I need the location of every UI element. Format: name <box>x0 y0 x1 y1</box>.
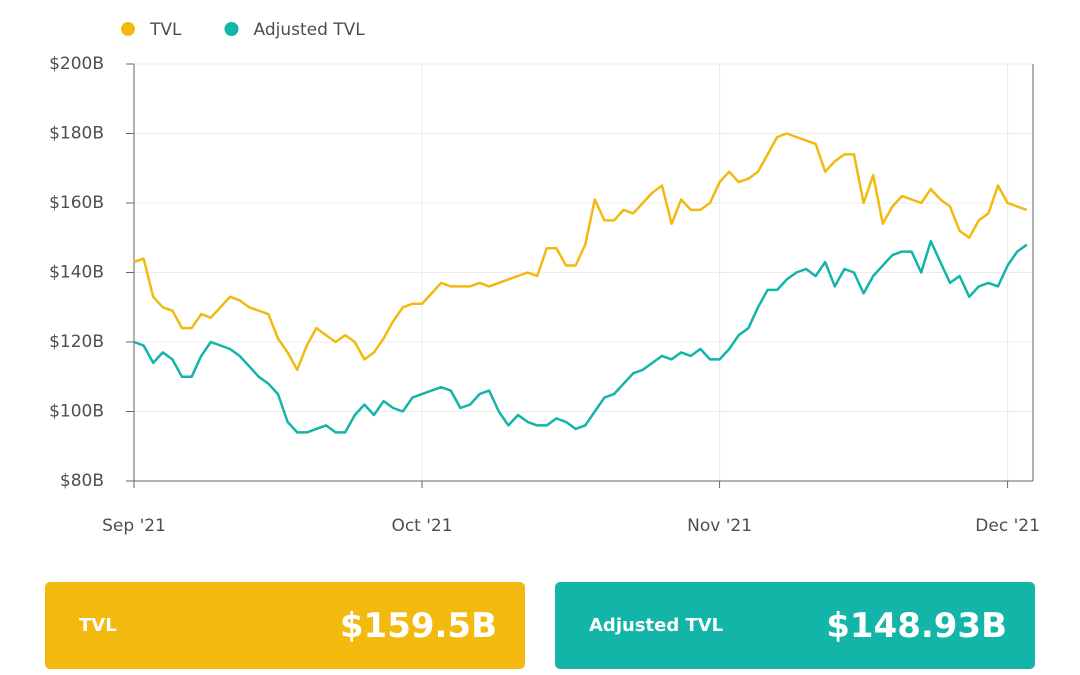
y-tick-label: $120B <box>49 332 104 352</box>
y-tick-label: $140B <box>49 263 104 283</box>
series-line <box>133 132 1028 372</box>
legend-label: TVL <box>149 20 182 40</box>
y-tick-label: $100B <box>49 402 104 422</box>
legend-marker <box>121 22 135 36</box>
x-tick-label: Oct '21 <box>391 516 452 536</box>
y-tick-label: $180B <box>49 124 104 144</box>
card-value: $148.93B <box>826 605 1007 646</box>
x-tick-label: Sep '21 <box>102 516 166 536</box>
series-line <box>133 239 1028 434</box>
adjusted-tvl-card: Adjusted TVL $148.93B <box>555 582 1035 669</box>
x-tick-label: Nov '21 <box>687 516 752 536</box>
card-label: TVL <box>79 615 117 636</box>
tvl-card: TVL $159.5B <box>45 582 525 669</box>
chart: TVL Adjusted TVL $80B $100B $120B $140B $160B $… <box>49 20 1040 536</box>
card-value: $159.5B <box>339 605 497 646</box>
legend-label: Adjusted TVL <box>254 20 366 40</box>
card-label: Adjusted TVL <box>589 615 724 636</box>
legend-marker <box>224 22 239 36</box>
x-tick-label: Dec '21 <box>975 516 1040 536</box>
y-tick-label: $200B <box>49 54 104 74</box>
y-tick-label: $80B <box>60 471 104 491</box>
y-tick-label: $160B <box>49 193 104 213</box>
